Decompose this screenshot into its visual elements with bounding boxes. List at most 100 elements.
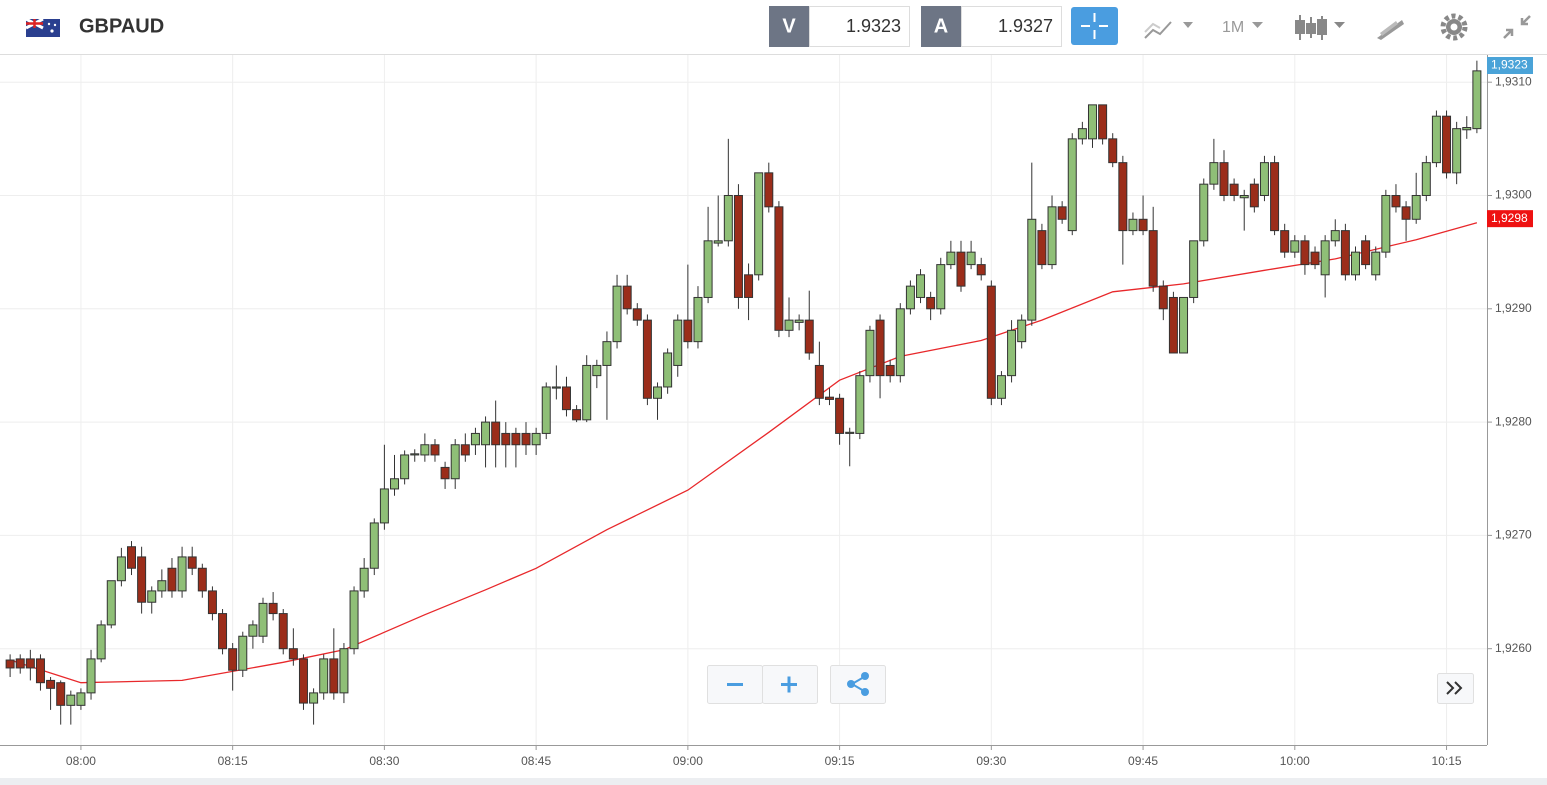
candle-body bbox=[1037, 230, 1047, 266]
candle-body bbox=[157, 580, 167, 592]
candle-body bbox=[76, 692, 86, 706]
flag-icon bbox=[25, 17, 60, 37]
candle-type-button[interactable] bbox=[1295, 15, 1345, 40]
candle-body bbox=[1087, 104, 1097, 140]
candle-body bbox=[905, 285, 915, 310]
x-tick-label: 09:30 bbox=[976, 754, 1006, 768]
candle-body bbox=[1472, 70, 1482, 130]
candle-body bbox=[804, 319, 814, 354]
candle-body bbox=[1098, 104, 1108, 140]
candle-body bbox=[845, 431, 855, 434]
candle-body bbox=[56, 682, 66, 706]
candle-body bbox=[673, 319, 683, 366]
candle-body bbox=[1259, 162, 1269, 196]
chart-type-button[interactable] bbox=[1144, 21, 1193, 39]
candle-body bbox=[298, 658, 308, 704]
last-price-label: 1,9323 bbox=[1491, 58, 1528, 72]
candle-body bbox=[1229, 183, 1239, 196]
candle-body bbox=[218, 613, 228, 650]
plot-area bbox=[0, 55, 1487, 745]
candle-body bbox=[106, 580, 116, 626]
candle-body bbox=[1350, 251, 1360, 276]
candle-body bbox=[986, 285, 996, 399]
ask-button[interactable] bbox=[921, 6, 961, 47]
candle-body bbox=[1280, 230, 1290, 253]
timeframe[interactable]: 1M bbox=[1222, 19, 1244, 36]
candle-body bbox=[653, 386, 663, 399]
candle-body bbox=[663, 352, 673, 388]
candle-body bbox=[420, 444, 430, 456]
candle-body bbox=[228, 648, 238, 671]
candle-body bbox=[744, 274, 754, 298]
candle-body bbox=[35, 658, 45, 684]
candle-body bbox=[1219, 162, 1229, 196]
candle-body bbox=[147, 590, 157, 603]
drawing-tools-button[interactable] bbox=[1377, 20, 1404, 40]
candle-body bbox=[278, 613, 288, 650]
candle-body bbox=[693, 296, 703, 343]
candle-body bbox=[966, 251, 976, 266]
candle-body bbox=[116, 556, 126, 582]
y-tick-label: 1,9260 bbox=[1495, 641, 1532, 655]
crosshair-button[interactable] bbox=[1071, 7, 1118, 45]
collapse-button[interactable] bbox=[1503, 15, 1531, 39]
x-tick-label: 10:00 bbox=[1280, 754, 1310, 768]
candle-body bbox=[1077, 128, 1087, 140]
candle-body bbox=[561, 386, 571, 411]
ask-price: 1.9327 bbox=[998, 16, 1053, 36]
candle-body bbox=[764, 172, 774, 208]
share-button[interactable] bbox=[830, 665, 886, 704]
symbol: GBPAUD bbox=[79, 15, 164, 37]
candle-body bbox=[207, 590, 217, 615]
candle-body bbox=[592, 364, 602, 377]
ask-label[interactable]: A bbox=[934, 15, 948, 37]
candle-body bbox=[137, 556, 147, 603]
x-tick-label: 09:15 bbox=[825, 754, 855, 768]
candle-body bbox=[885, 364, 895, 377]
candle-body bbox=[410, 453, 420, 456]
candle-body bbox=[1179, 296, 1189, 354]
candle-body bbox=[25, 658, 35, 669]
candle-body bbox=[632, 308, 642, 321]
candle-body bbox=[1168, 296, 1178, 354]
candle-body bbox=[1452, 128, 1462, 174]
overlay-price-box bbox=[1487, 210, 1533, 228]
candle-body bbox=[1017, 319, 1027, 343]
candle-body bbox=[349, 590, 359, 650]
zoom-in-button[interactable] bbox=[762, 665, 818, 704]
candle-body bbox=[956, 251, 966, 287]
candle-body bbox=[1330, 230, 1340, 242]
zoom-out-button[interactable] bbox=[707, 665, 763, 704]
candle-body bbox=[1381, 194, 1391, 253]
candle-body bbox=[288, 648, 298, 660]
candle-body bbox=[460, 444, 470, 456]
y-tick-label: 1,9270 bbox=[1495, 528, 1532, 542]
candle-body bbox=[1361, 240, 1371, 266]
overlay-price-label: 1,9298 bbox=[1491, 211, 1528, 225]
y-tick-label: 1,9280 bbox=[1495, 414, 1532, 428]
candle-body bbox=[1320, 240, 1330, 276]
candle-body bbox=[1249, 183, 1259, 208]
candle-body bbox=[238, 635, 248, 671]
candle-body bbox=[835, 397, 845, 434]
bid-label[interactable]: V bbox=[782, 15, 796, 37]
candle-body bbox=[895, 308, 905, 377]
settings-button[interactable] bbox=[1440, 13, 1468, 41]
x-tick-label: 08:15 bbox=[218, 754, 248, 768]
candle-body bbox=[1148, 230, 1158, 287]
candle-body bbox=[976, 264, 986, 276]
candle-body bbox=[400, 454, 410, 480]
candle-body bbox=[541, 386, 551, 434]
candle-body bbox=[1391, 194, 1401, 208]
candle-body bbox=[531, 432, 541, 446]
candle-body bbox=[794, 319, 804, 323]
candle-body bbox=[774, 206, 784, 331]
candle-body bbox=[1108, 138, 1118, 164]
timeframe-caret[interactable] bbox=[1252, 22, 1263, 28]
candle-body bbox=[1189, 240, 1199, 298]
scroll-to-end-button[interactable] bbox=[1437, 673, 1474, 704]
candle-body bbox=[430, 444, 440, 456]
bid-price: 1.9323 bbox=[846, 16, 901, 36]
candle-body bbox=[1138, 218, 1148, 232]
bid-button[interactable] bbox=[769, 6, 809, 47]
